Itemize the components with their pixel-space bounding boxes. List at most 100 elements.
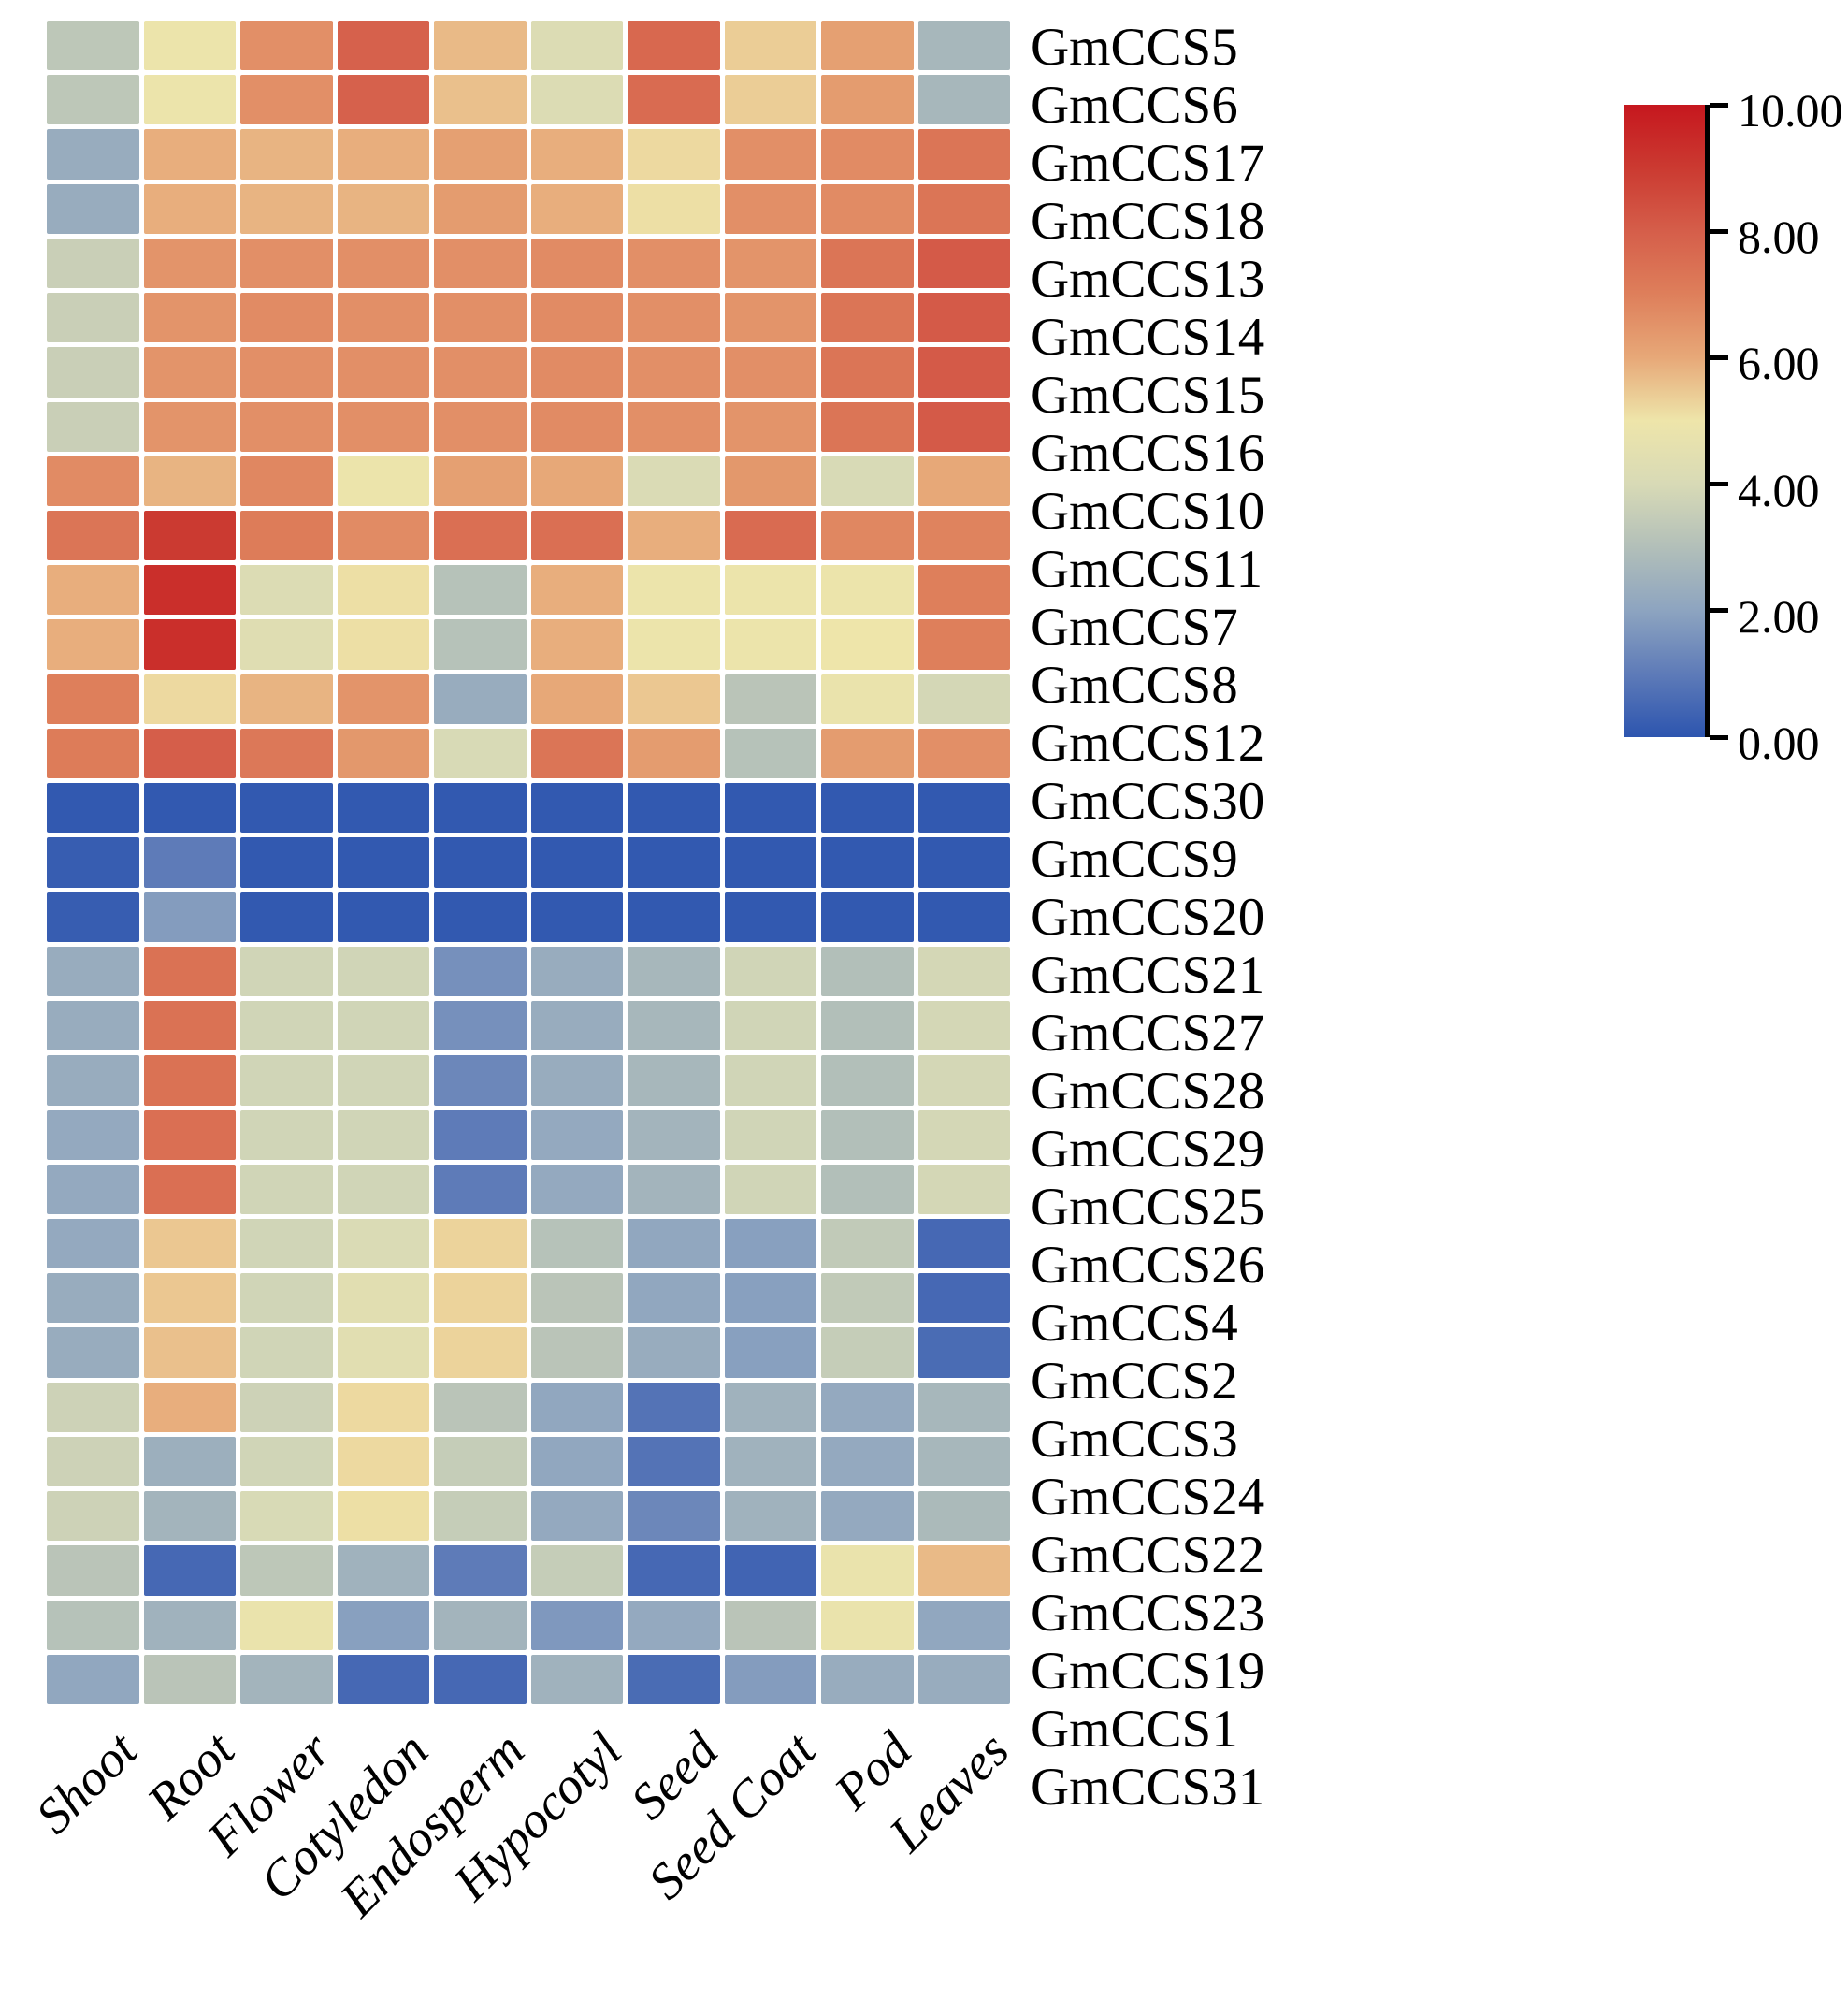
- heatmap-cell: [143, 1545, 236, 1596]
- heatmap-cell: [240, 401, 333, 452]
- heatmap-cell: [628, 1273, 720, 1324]
- heatmap-cell: [628, 674, 720, 724]
- heatmap-cell: [724, 1164, 816, 1214]
- heatmap-cell: [724, 674, 816, 724]
- heatmap-cell: [628, 129, 720, 180]
- heatmap-cell: [434, 1273, 527, 1324]
- heatmap-cell: [47, 1218, 139, 1269]
- heatmap-cell: [337, 946, 429, 997]
- heatmap-cell: [337, 565, 429, 616]
- heatmap-cell: [724, 946, 816, 997]
- heatmap-cell: [821, 1273, 914, 1324]
- heatmap-cell: [821, 75, 914, 125]
- heatmap-cell: [628, 1109, 720, 1160]
- heatmap-cell: [628, 347, 720, 398]
- colorbar-tick-label: 0.00: [1738, 717, 1820, 769]
- heatmap-cell: [628, 1055, 720, 1106]
- heatmap-cell: [240, 183, 333, 234]
- heatmap-cell: [337, 1218, 429, 1269]
- heatmap-cell: [143, 783, 236, 833]
- heatmap-cell: [724, 1109, 816, 1160]
- heatmap-cell: [917, 674, 1010, 724]
- gene-row-label: GmCCS19: [1031, 1642, 1265, 1701]
- heatmap-cell: [628, 946, 720, 997]
- gene-row-label: GmCCS10: [1031, 482, 1265, 541]
- heatmap-cell: [530, 1545, 623, 1596]
- heatmap-cell: [530, 565, 623, 616]
- heatmap-cell: [628, 837, 720, 888]
- heatmap-cell: [240, 1218, 333, 1269]
- heatmap-cell: [821, 183, 914, 234]
- gene-row-label: GmCCS8: [1031, 656, 1238, 715]
- heatmap-cell: [530, 674, 623, 724]
- heatmap-cell: [917, 1382, 1010, 1432]
- heatmap-cell: [530, 21, 623, 71]
- heatmap-cell: [47, 674, 139, 724]
- gene-row-label: GmCCS21: [1031, 946, 1265, 1005]
- heatmap-cell: [530, 1055, 623, 1106]
- heatmap-cell: [821, 456, 914, 507]
- heatmap-cell: [917, 891, 1010, 942]
- heatmap-cell: [724, 183, 816, 234]
- heatmap-cell: [724, 511, 816, 561]
- gene-row-label: GmCCS2: [1031, 1352, 1238, 1411]
- heatmap-cell: [724, 401, 816, 452]
- heatmap-cell: [724, 1382, 816, 1432]
- heatmap-cell: [434, 1654, 527, 1704]
- heatmap-cell: [628, 783, 720, 833]
- gene-row-label: GmCCS22: [1031, 1526, 1265, 1585]
- heatmap-cell: [917, 511, 1010, 561]
- heatmap-cell: [530, 891, 623, 942]
- heatmap-cell: [240, 1055, 333, 1106]
- heatmap-cell: [143, 837, 236, 888]
- heatmap-cell: [434, 1001, 527, 1051]
- heatmap-cell: [530, 619, 623, 670]
- heatmap-cell: [724, 238, 816, 289]
- heatmap-cell: [917, 1218, 1010, 1269]
- heatmap-cell: [337, 1109, 429, 1160]
- heatmap-cell: [821, 21, 914, 71]
- heatmap-cell: [821, 293, 914, 343]
- heatmap-cell: [724, 1436, 816, 1487]
- heatmap-cell: [337, 456, 429, 507]
- heatmap-cell: [337, 1273, 429, 1324]
- heatmap-cell: [47, 75, 139, 125]
- heatmap-cell: [628, 565, 720, 616]
- heatmap-cell: [143, 674, 236, 724]
- heatmap-cell: [917, 1436, 1010, 1487]
- heatmap-cell: [434, 21, 527, 71]
- heatmap-cell: [724, 1654, 816, 1704]
- heatmap-cell: [240, 783, 333, 833]
- heatmap-cell: [917, 129, 1010, 180]
- heatmap-cell: [337, 1600, 429, 1650]
- heatmap-cell: [821, 1545, 914, 1596]
- heatmap-cell: [337, 347, 429, 398]
- heatmap-cell: [530, 511, 623, 561]
- heatmap-cell: [240, 293, 333, 343]
- heatmap-cell: [628, 1436, 720, 1487]
- colorbar-tick-label: 6.00: [1738, 337, 1820, 390]
- heatmap-cell: [47, 565, 139, 616]
- heatmap-cell: [47, 1491, 139, 1542]
- heatmap-cell: [628, 238, 720, 289]
- heatmap-cell: [821, 1327, 914, 1378]
- heatmap-cell: [47, 183, 139, 234]
- heatmap-cell: [47, 946, 139, 997]
- gene-row-label: GmCCS1: [1031, 1700, 1238, 1759]
- heatmap-cell: [143, 21, 236, 71]
- heatmap-cell: [337, 1491, 429, 1542]
- heatmap-cell: [240, 1327, 333, 1378]
- heatmap-cell: [530, 946, 623, 997]
- heatmap-cell: [337, 1436, 429, 1487]
- heatmap-cell: [143, 1327, 236, 1378]
- heatmap-cell: [821, 1055, 914, 1106]
- heatmap-cell: [530, 783, 623, 833]
- heatmap-cell: [917, 565, 1010, 616]
- heatmap-cell: [434, 1600, 527, 1650]
- heatmap-cell: [434, 1436, 527, 1487]
- heatmap-cell: [240, 946, 333, 997]
- heatmap-cell: [724, 129, 816, 180]
- heatmap-cell: [434, 1109, 527, 1160]
- heatmap-cell: [240, 1273, 333, 1324]
